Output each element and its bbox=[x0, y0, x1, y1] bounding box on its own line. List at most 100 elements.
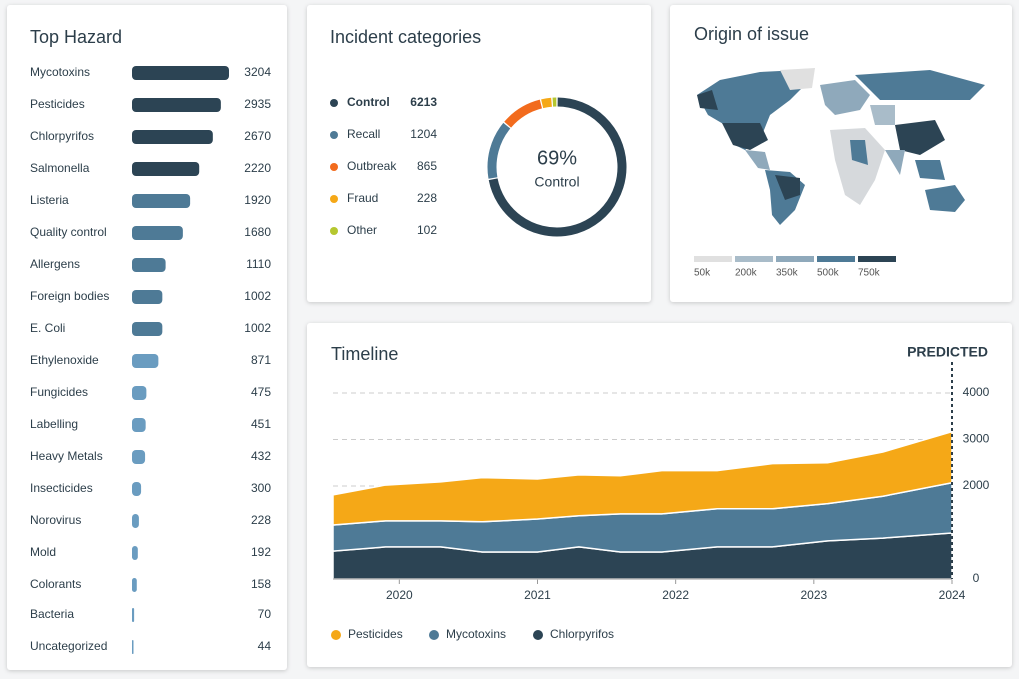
category-label: Foreign bodies bbox=[30, 289, 109, 303]
value-label: 2220 bbox=[244, 161, 271, 175]
value-label: 432 bbox=[251, 449, 271, 463]
region bbox=[820, 80, 870, 115]
region bbox=[915, 160, 945, 180]
annotation: PREDICTED bbox=[907, 344, 988, 360]
x-tick-label: 2021 bbox=[524, 588, 551, 602]
value-label: 3204 bbox=[244, 65, 271, 79]
region bbox=[722, 123, 768, 150]
legend-dot bbox=[533, 630, 543, 640]
value-label: 1920 bbox=[244, 193, 271, 207]
value-label: 44 bbox=[258, 639, 272, 653]
legend-label: 750k bbox=[858, 268, 881, 279]
bar bbox=[132, 194, 191, 208]
legend-label: Recall bbox=[347, 127, 380, 141]
value-label: 1002 bbox=[244, 289, 271, 303]
legend-swatch bbox=[817, 256, 855, 262]
bar bbox=[132, 450, 146, 464]
center-label: 69% bbox=[537, 147, 577, 169]
value-label: 300 bbox=[251, 481, 271, 495]
legend-label: 200k bbox=[735, 268, 758, 279]
legend-label: 350k bbox=[776, 268, 799, 279]
donut-segment bbox=[504, 99, 543, 128]
bar bbox=[132, 418, 146, 432]
x-tick-label: 2020 bbox=[386, 588, 413, 602]
bar bbox=[132, 608, 135, 622]
value-label: 192 bbox=[251, 545, 271, 559]
y-tick-label: 2000 bbox=[963, 478, 990, 492]
value-label: 228 bbox=[251, 513, 271, 527]
donut-segment bbox=[541, 97, 552, 109]
legend-swatch bbox=[735, 256, 773, 262]
value-label: 1110 bbox=[246, 257, 271, 271]
legend-label: 500k bbox=[817, 268, 840, 279]
bar bbox=[132, 546, 138, 560]
value-label: 1002 bbox=[244, 321, 271, 335]
value-label: 871 bbox=[251, 353, 271, 367]
region bbox=[925, 185, 965, 212]
bar bbox=[132, 322, 163, 336]
legend-label: Outbreak bbox=[347, 159, 397, 173]
category-label: Mycotoxins bbox=[30, 65, 90, 79]
legend-dot bbox=[330, 131, 338, 139]
category-label: Uncategorized bbox=[30, 639, 107, 653]
bar bbox=[132, 578, 137, 592]
legend-label: Fraud bbox=[347, 191, 378, 205]
legend-value: 102 bbox=[417, 223, 437, 237]
legend-swatch bbox=[776, 256, 814, 262]
category-label: Quality control bbox=[30, 225, 107, 239]
legend-dot bbox=[330, 227, 338, 235]
bar bbox=[132, 130, 213, 144]
legend-value: 6213 bbox=[410, 95, 437, 109]
bar bbox=[132, 258, 166, 272]
card bbox=[7, 5, 287, 670]
region bbox=[895, 120, 945, 155]
donut-segment bbox=[487, 122, 511, 179]
category-label: Salmonella bbox=[30, 161, 90, 175]
category-label: Heavy Metals bbox=[30, 449, 103, 463]
category-label: Listeria bbox=[30, 193, 69, 207]
panel-title: Timeline bbox=[331, 344, 398, 364]
bar bbox=[132, 66, 229, 80]
category-label: Mold bbox=[30, 545, 56, 559]
value-label: 475 bbox=[251, 385, 271, 399]
legend-label: Control bbox=[347, 95, 390, 109]
y-tick-label: 3000 bbox=[963, 432, 990, 446]
bar bbox=[132, 386, 147, 400]
y-tick-label: 0 bbox=[973, 571, 980, 585]
legend-label: 50k bbox=[694, 268, 711, 279]
legend-label: Pesticides bbox=[348, 627, 403, 641]
bar bbox=[132, 482, 142, 496]
category-label: Insecticides bbox=[30, 481, 93, 495]
bar bbox=[132, 640, 134, 654]
legend-dot bbox=[330, 195, 338, 203]
region bbox=[775, 175, 800, 200]
category-label: Pesticides bbox=[30, 97, 85, 111]
panel-title: Top Hazard bbox=[30, 27, 122, 47]
legend-dot bbox=[429, 630, 439, 640]
bar bbox=[132, 226, 183, 240]
region bbox=[870, 105, 895, 125]
legend-label: Mycotoxins bbox=[446, 627, 506, 641]
category-label: Colorants bbox=[30, 577, 81, 591]
bar bbox=[132, 354, 159, 368]
legend-label: Other bbox=[347, 223, 377, 237]
region bbox=[830, 128, 885, 205]
value-label: 451 bbox=[251, 417, 271, 431]
region bbox=[780, 68, 815, 90]
category-label: Fungicides bbox=[30, 385, 88, 399]
panel-title: Origin of issue bbox=[694, 24, 809, 44]
legend-value: 228 bbox=[417, 191, 437, 205]
value-label: 2670 bbox=[244, 129, 271, 143]
legend-label: Chlorpyrifos bbox=[550, 627, 614, 641]
legend-value: 1204 bbox=[410, 127, 437, 141]
panel-title: Incident categories bbox=[330, 27, 481, 47]
region bbox=[855, 70, 985, 100]
category-label: Allergens bbox=[30, 257, 80, 271]
bar bbox=[132, 514, 139, 528]
value-label: 70 bbox=[258, 607, 272, 621]
category-label: Ethylenoxide bbox=[30, 353, 99, 367]
value-label: 2935 bbox=[244, 97, 271, 111]
legend-swatch bbox=[858, 256, 896, 262]
